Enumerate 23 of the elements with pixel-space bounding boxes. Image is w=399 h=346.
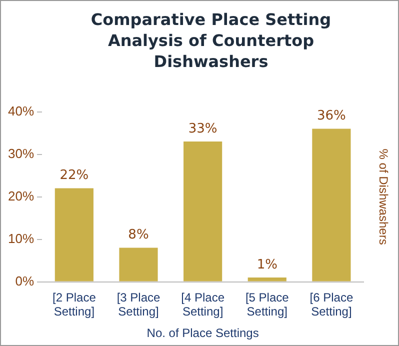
y-tick-label: 0% <box>15 273 34 288</box>
x-tick-label: [5 Place Setting] <box>245 290 290 319</box>
y-tick-label: 40% <box>8 103 34 118</box>
data-label: 33% <box>188 121 218 136</box>
chart-title: Comparative Place Setting Analysis of Countertop Dishwashers <box>90 9 332 72</box>
x-tick-label: [6 Place Setting] <box>310 290 354 319</box>
bar <box>54 188 94 282</box>
y-tick-label: 10% <box>8 230 34 246</box>
data-label: 8% <box>128 228 149 243</box>
bar <box>248 278 286 282</box>
y-tick-label: 30% <box>8 146 34 161</box>
x-tick-label: [4 Place Setting] <box>181 290 225 319</box>
data-label: 36% <box>316 108 346 124</box>
data-label: 22% <box>60 168 89 184</box>
data-label: 1% <box>256 257 278 272</box>
bar <box>312 128 351 282</box>
y-axis-title: % of Dishwashers <box>376 148 390 245</box>
y-tick-label: 20% <box>8 188 34 204</box>
bar <box>119 248 158 282</box>
x-axis-title: No. of Place Settings <box>146 326 259 340</box>
x-tick-label: [3 Place Setting] <box>116 290 160 319</box>
bar <box>184 142 222 282</box>
x-tick-label: [2 Place Setting] <box>52 290 96 319</box>
